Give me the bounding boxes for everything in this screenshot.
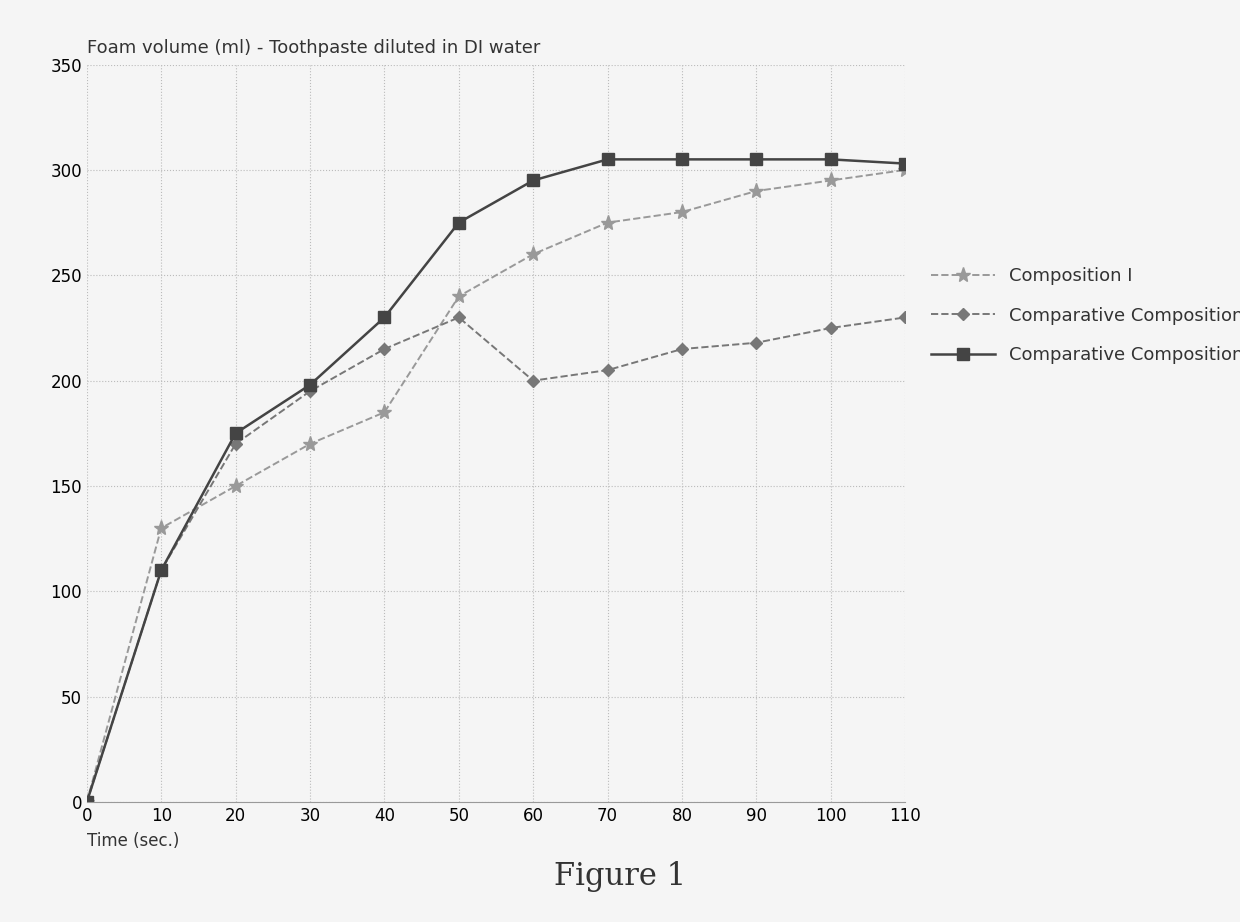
Comparative Composition I <box>526 375 541 386</box>
Comparative Composition I <box>377 344 392 355</box>
Composition I <box>600 217 615 228</box>
Composition I <box>898 164 913 175</box>
Comparative Composition I <box>823 323 838 334</box>
Text: Foam volume (ml) - Toothpaste diluted in DI water: Foam volume (ml) - Toothpaste diluted in… <box>87 40 541 57</box>
Composition I <box>79 797 94 808</box>
Comparative Composition II <box>823 154 838 165</box>
Composition I <box>823 175 838 186</box>
Comparative Composition II <box>600 154 615 165</box>
Comparative Composition I <box>79 797 94 808</box>
Line: Comparative Composition I: Comparative Composition I <box>83 313 909 807</box>
Comparative Composition I <box>600 364 615 375</box>
Comparative Composition II <box>154 565 169 576</box>
Comparative Composition I <box>675 344 689 355</box>
Comparative Composition II <box>303 379 317 390</box>
Comparative Composition I <box>749 337 764 349</box>
Comparative Composition II <box>79 797 94 808</box>
Composition I <box>377 407 392 418</box>
Legend: Composition I, Comparative Composition I, Comparative Composition II: Composition I, Comparative Composition I… <box>923 258 1240 373</box>
Text: Figure 1: Figure 1 <box>554 861 686 892</box>
Comparative Composition I <box>303 385 317 396</box>
Composition I <box>749 185 764 196</box>
Composition I <box>303 438 317 449</box>
Composition I <box>526 249 541 260</box>
Comparative Composition II <box>898 158 913 169</box>
Line: Composition I: Composition I <box>79 162 913 810</box>
Comparative Composition I <box>898 312 913 323</box>
Comparative Composition I <box>154 565 169 576</box>
Composition I <box>675 207 689 218</box>
Composition I <box>154 523 169 534</box>
Comparative Composition I <box>451 312 466 323</box>
Comparative Composition II <box>228 428 243 439</box>
Comparative Composition II <box>526 175 541 186</box>
Line: Comparative Composition II: Comparative Composition II <box>82 154 910 808</box>
Comparative Composition I <box>228 438 243 449</box>
Comparative Composition II <box>675 154 689 165</box>
Comparative Composition II <box>749 154 764 165</box>
Composition I <box>451 290 466 301</box>
Comparative Composition II <box>377 312 392 323</box>
Comparative Composition II <box>451 217 466 228</box>
X-axis label: Time (sec.): Time (sec.) <box>87 832 179 850</box>
Composition I <box>228 480 243 491</box>
